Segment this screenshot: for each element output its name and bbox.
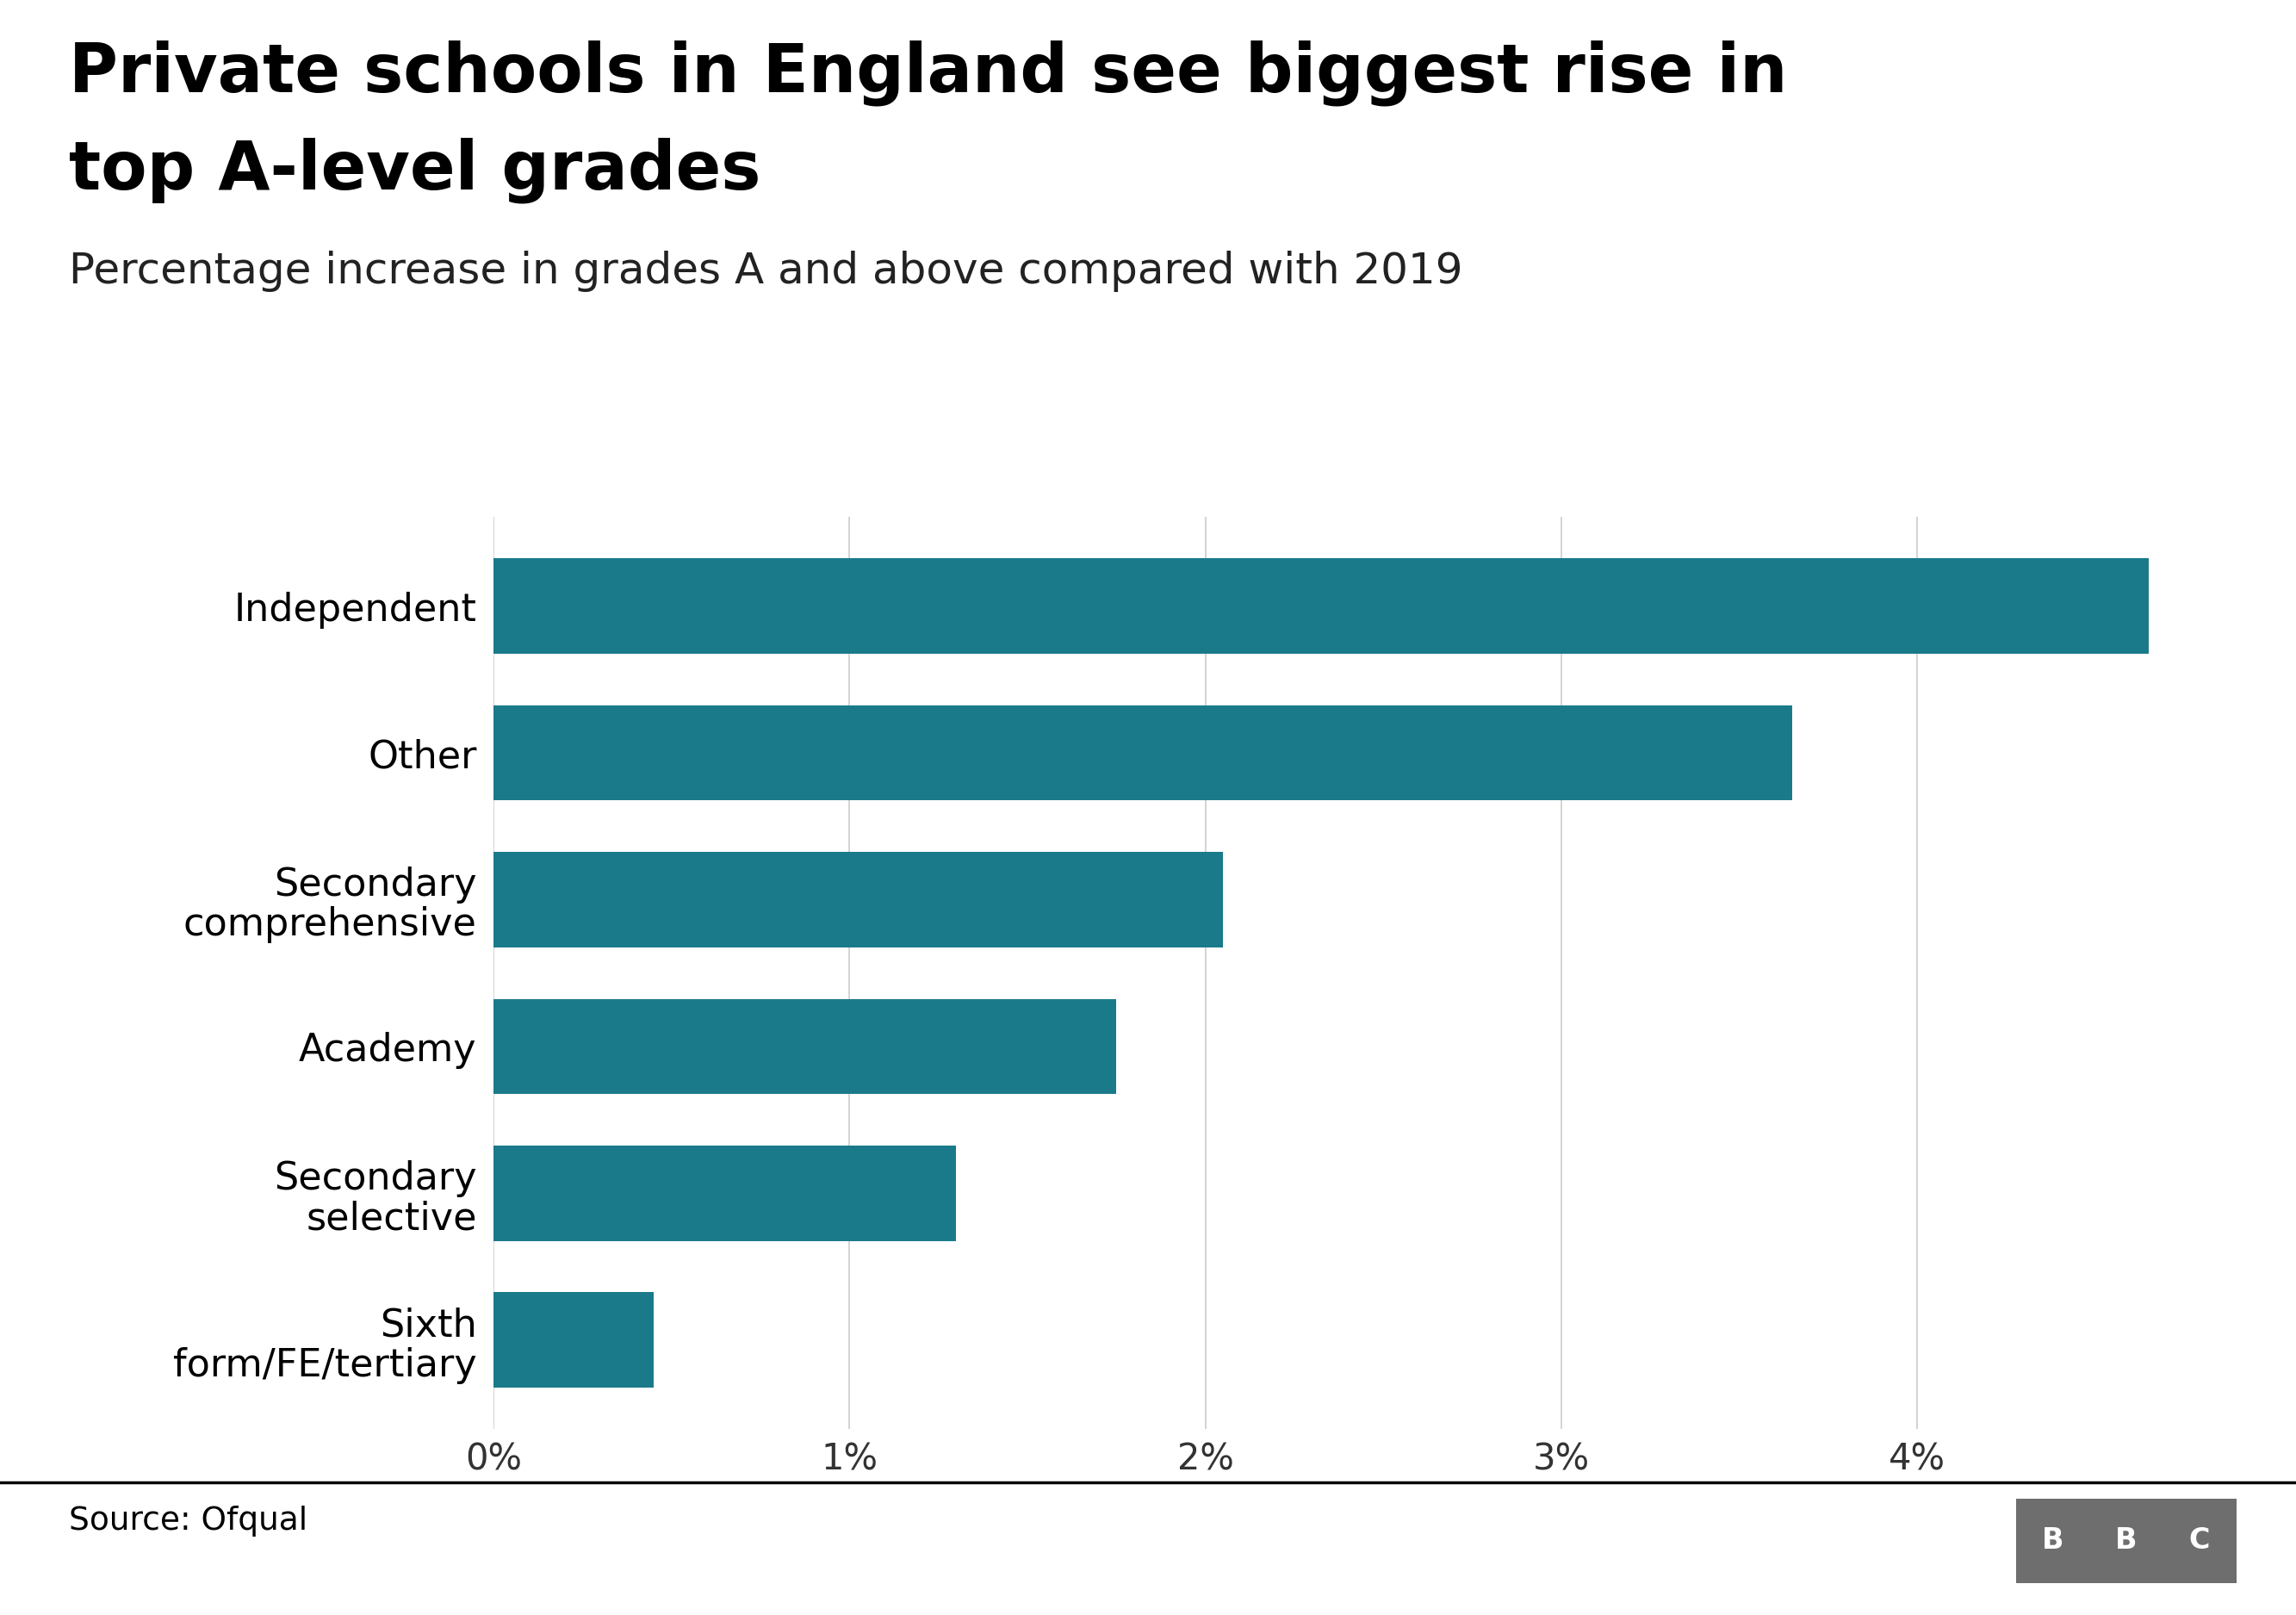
Text: Source: Ofqual: Source: Ofqual: [69, 1505, 308, 1536]
Text: C: C: [2188, 1526, 2211, 1555]
Text: B: B: [2041, 1526, 2064, 1555]
Bar: [494, 998, 1116, 1095]
Bar: [494, 559, 2149, 654]
Text: Percentage increase in grades A and above compared with 2019: Percentage increase in grades A and abov…: [69, 250, 1463, 292]
Text: Private schools in England see biggest rise in: Private schools in England see biggest r…: [69, 40, 1786, 107]
Text: B: B: [2115, 1526, 2138, 1555]
Bar: [494, 1145, 957, 1240]
Bar: [494, 853, 1224, 948]
Text: top A-level grades: top A-level grades: [69, 137, 760, 203]
Bar: [494, 1292, 654, 1387]
Bar: [494, 706, 1793, 801]
